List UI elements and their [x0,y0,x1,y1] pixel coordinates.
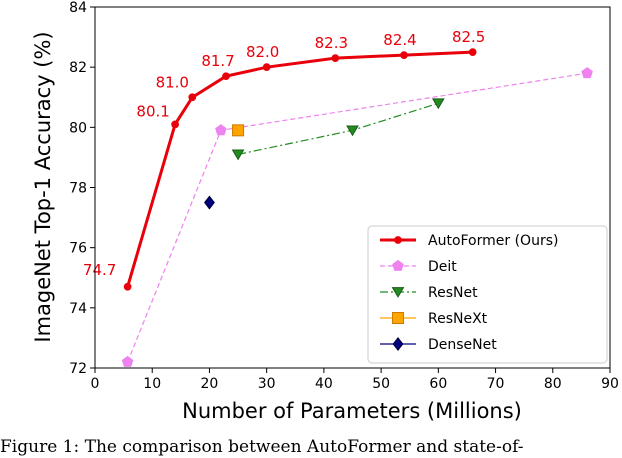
figure-caption: Figure 1: The comparison between AutoFor… [0,437,524,457]
data-point [204,195,215,210]
y-tick-label: 74 [69,301,87,317]
data-label: 80.1 [136,102,169,120]
x-tick-label: 30 [258,376,276,392]
data-point [468,48,477,56]
y-tick-label: 80 [69,120,87,136]
x-axis-title: Number of Parameters (Millions) [182,399,522,423]
y-ticks: 72 74 76 78 80 82 84 [69,0,95,377]
y-tick-label: 78 [69,181,87,197]
x-tick-label: 80 [544,376,562,392]
series-resnet [231,98,445,161]
x-tick-label: 40 [315,376,333,392]
legend-label: ResNeXt [428,311,488,327]
data-label: 82.5 [452,28,485,46]
legend-marker [392,336,404,352]
legend-label: Deit [428,259,457,275]
data-point [262,63,271,72]
data-label: 81.0 [156,73,189,91]
x-tick-label: 0 [91,376,100,392]
data-point [431,98,445,110]
chart: 74.7 80.1 81.0 81.7 82.0 82.3 82.4 82.5 0 10 20 30… [31,0,619,423]
legend-entry-resnext: ResNeXt [380,311,488,327]
legend-marker [394,236,402,244]
series-resnext [232,124,245,137]
series-line [126,50,473,288]
x-tick-label: 20 [201,376,219,392]
series-deit [121,67,593,367]
data-point [400,51,408,60]
data-label: 74.7 [83,261,116,279]
data-label: 82.3 [315,34,348,52]
y-tick-label: 84 [69,0,87,16]
legend: AutoFormer (Ours) Deit ResNet ResNeXt DenseN… [367,225,608,364]
data-point [232,124,245,137]
data-label: 82.4 [383,31,416,49]
data-point [188,93,197,102]
x-ticks: 0 10 20 30 40 50 60 70 80 90 [91,368,619,392]
data-point [231,149,245,161]
x-tick-label: 90 [601,376,619,392]
data-point [581,67,593,79]
x-tick-label: 50 [372,376,390,392]
data-point [123,282,132,291]
legend-entry-autoformer-ours: AutoFormer (Ours) [380,233,558,249]
legend-box [367,225,608,364]
legend-label: AutoFormer (Ours) [428,233,558,249]
x-tick-label: 10 [143,376,161,392]
legend-entry-deit: Deit [380,259,457,275]
series-autoformer-ours: 74.7 80.1 81.0 81.7 82.0 82.3 82.4 82.5 [83,28,485,291]
legend-label: DenseNet [428,337,497,353]
data-label: 82.0 [246,43,279,61]
y-tick-label: 72 [69,361,87,377]
data-point [222,72,230,81]
data-point [215,124,227,136]
y-axis-title: ImageNet Top-1 Accuracy (%) [31,31,55,342]
x-tick-label: 70 [487,376,505,392]
data-point [121,355,134,367]
x-tick-label: 60 [429,376,447,392]
legend-label: ResNet [428,285,478,301]
data-point [346,125,359,137]
legend-marker [392,312,404,324]
legend-marker [392,259,404,271]
plot-area: 74.7 80.1 81.0 81.7 82.0 82.3 82.4 82.5 [83,28,593,367]
legend-marker [391,287,405,298]
legend-entry-resnet: ResNet [380,285,478,301]
series-densenet [204,195,215,210]
data-point [171,120,179,129]
y-tick-label: 82 [69,60,87,76]
legend-entry-densenet: DenseNet [380,336,497,353]
y-tick-label: 76 [69,241,87,257]
data-point [331,54,340,63]
series-line [237,102,439,155]
data-label: 81.7 [201,52,234,70]
